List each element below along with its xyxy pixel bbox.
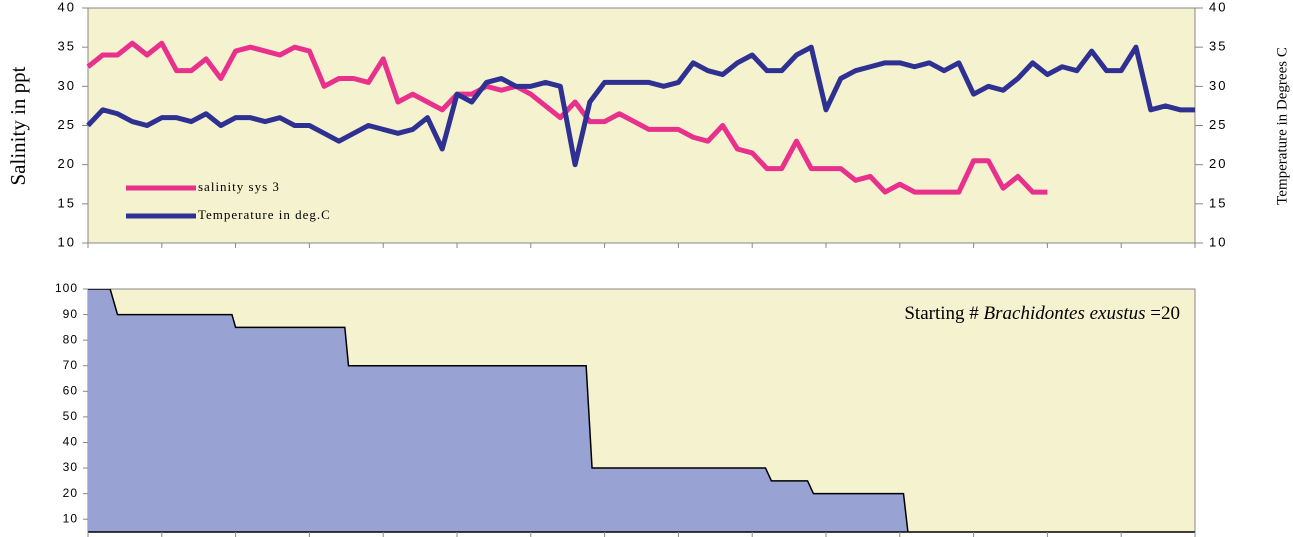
y2-tick-label: 15 — [1209, 195, 1227, 210]
y-tick-label: 10 — [58, 234, 76, 249]
survival-area — [88, 289, 908, 532]
annotation-part: =20 — [1146, 303, 1180, 324]
y-tick-label: 90 — [63, 307, 78, 321]
y-tick-label: 10 — [63, 511, 78, 525]
y-tick-label: 30 — [63, 460, 78, 474]
y-tick-label: 40 — [63, 435, 78, 449]
data-line — [86, 40, 1048, 195]
y2-tick-label: 25 — [1209, 117, 1227, 132]
y-tick-label: 15 — [58, 195, 76, 210]
annotation-part: Starting # — [904, 303, 983, 324]
annotation-part: Brachidontes exustus — [984, 303, 1146, 324]
y-tick-label: 20 — [63, 486, 78, 500]
y-tick-label: 60 — [63, 383, 78, 397]
survival-line — [88, 289, 909, 532]
y-axis-label: Salinity in ppt — [6, 66, 30, 185]
legend-label: salinity sys 3 — [198, 179, 280, 194]
y2-tick-label: 35 — [1209, 39, 1227, 54]
y-tick-label: 30 — [58, 78, 76, 93]
data-line — [86, 44, 1195, 168]
y-tick-label: 35 — [58, 39, 76, 54]
y2-tick-label: 30 — [1209, 78, 1227, 93]
y-tick-label: 100 — [55, 281, 78, 295]
annotation: Starting # Brachidontes exustus =20 — [904, 303, 1180, 324]
y-tick-label: 50 — [63, 409, 78, 423]
y2-tick-label: 10 — [1209, 234, 1227, 249]
y-tick-label: 20 — [58, 156, 76, 171]
y2-tick-label: 20 — [1209, 156, 1227, 171]
y-tick-label: 70 — [63, 358, 78, 372]
y-tick-label: 80 — [63, 332, 78, 346]
y-tick-label: 25 — [58, 117, 76, 132]
area-group — [88, 289, 909, 532]
y-tick-label: 40 — [58, 0, 76, 14]
y2-axis-label: Temperature in Degrees C — [1274, 47, 1290, 205]
y2-tick-label: 40 — [1209, 0, 1227, 14]
legend-label: Temperature in deg.C — [198, 207, 331, 222]
